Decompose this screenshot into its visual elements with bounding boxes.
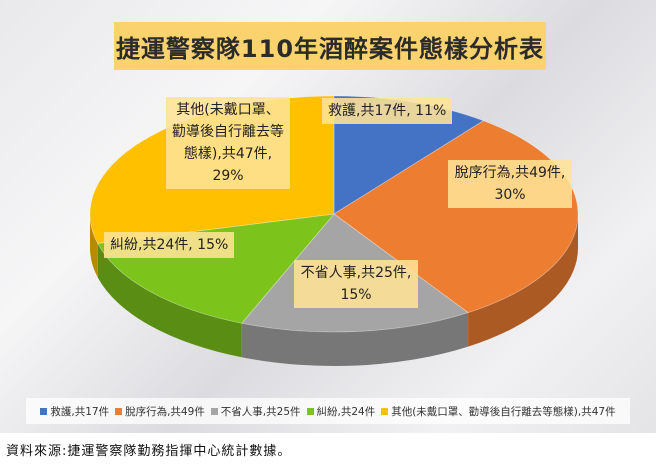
- legend-item-unconscious: 不省人事,共25件: [210, 404, 301, 419]
- pie-side-3: [97, 243, 242, 358]
- legend-swatch: [381, 407, 389, 415]
- data-label-dispute: 糾紛,共24件, 15%: [104, 232, 235, 258]
- legend-label: 救護,共17件: [50, 405, 110, 418]
- data-label-rescue: 救護,共17件, 11%: [322, 98, 453, 124]
- pie-side-2: [241, 312, 469, 366]
- legend-swatch: [115, 407, 123, 415]
- data-label-other: 其他(未戴口罩、 勸導後自行離去等 態樣),共47件, 29%: [166, 97, 290, 189]
- legend-swatch: [306, 407, 314, 415]
- legend-item-rescue: 救護,共17件: [40, 404, 109, 419]
- chart-title: 捷運警察隊110年酒醉案件態樣分析表: [114, 22, 546, 70]
- legend-label: 糾紛,共24件: [316, 405, 376, 418]
- data-label-disorderly: 脫序行為,共49件, 30%: [448, 160, 572, 208]
- pie-side-1: [468, 214, 578, 347]
- legend-label: 其他(未戴口罩、勸導後自行離去等態樣),共47件: [391, 405, 616, 418]
- legend-swatch: [210, 407, 218, 415]
- legend-item-dispute: 糾紛,共24件: [306, 404, 376, 419]
- legend-label: 脫序行為,共49件: [125, 405, 205, 418]
- data-label-unconscious: 不省人事,共25件, 15%: [294, 260, 418, 308]
- pie-side-walls: [90, 214, 578, 366]
- legend: 救護,共17件 脫序行為,共49件 不省人事,共25件 糾紛,共24件 其他(未…: [26, 398, 630, 424]
- legend-swatch: [40, 407, 48, 415]
- legend-item-disorderly: 脫序行為,共49件: [115, 404, 205, 419]
- legend-label: 不省人事,共25件: [220, 405, 301, 418]
- chart-area: 捷運警察隊110年酒醉案件態樣分析表 救護,共17件, 11% 脫序行為,共49…: [0, 0, 656, 433]
- legend-item-other: 其他(未戴口罩、勸導後自行離去等態樣),共47件: [381, 404, 616, 419]
- source-note: 資料來源:捷運警察隊勤務指揮中心統計數據。: [6, 444, 292, 459]
- pie-side-4: [90, 214, 98, 278]
